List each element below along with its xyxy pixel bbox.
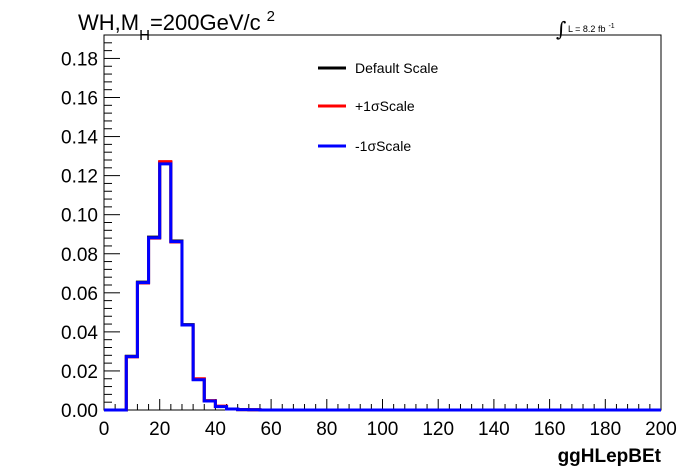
y-tick-label: 0.00 bbox=[61, 401, 98, 422]
y-tick-label: 0.10 bbox=[61, 206, 98, 227]
y-tick-label: 0.16 bbox=[61, 89, 98, 110]
x-tick-label: 140 bbox=[478, 419, 510, 440]
x-tick-label: 120 bbox=[422, 419, 454, 440]
y-tick-label: 0.02 bbox=[61, 362, 98, 383]
y-tick-label: 0.06 bbox=[61, 284, 98, 305]
x-tick-label: 160 bbox=[534, 419, 566, 440]
y-tick-label: 0.12 bbox=[61, 167, 98, 188]
x-axis-label: ggHLepBEt bbox=[558, 446, 662, 467]
y-tick-label: 0.18 bbox=[61, 49, 98, 70]
luminosity-exponent: -1 bbox=[608, 23, 614, 30]
x-tick-label: 180 bbox=[589, 419, 621, 440]
y-tick-label: 0.08 bbox=[61, 245, 98, 266]
x-tick-label: 40 bbox=[205, 419, 226, 440]
x-tick-label: 60 bbox=[261, 419, 282, 440]
legend: Default Scale +1σScale -1σScale bbox=[318, 60, 438, 154]
x-tick-label: 80 bbox=[316, 419, 337, 440]
y-tick-label: 0.14 bbox=[61, 128, 98, 149]
legend-label: +1σScale bbox=[355, 98, 415, 114]
y-tick-label: 0.04 bbox=[61, 323, 98, 344]
x-tick-label: 0 bbox=[99, 419, 110, 440]
x-tick-label: 200 bbox=[645, 419, 677, 440]
series-line-minus-sigma bbox=[104, 162, 661, 412]
tick-labels: 0 20 40 60 80 100 120 140 160 180 200 0.00 0.02 0.04 0… bbox=[61, 49, 677, 440]
series-lines bbox=[104, 160, 661, 412]
x-tick-label: 20 bbox=[149, 419, 170, 440]
title-superscript: 2 bbox=[267, 8, 275, 25]
title-prefix: WH,M bbox=[78, 10, 139, 35]
legend-label: Default Scale bbox=[355, 60, 438, 76]
luminosity-label: L = 8.2 fb -1 bbox=[568, 23, 615, 34]
luminosity-integral: ∫ bbox=[556, 17, 566, 41]
legend-label: -1σScale bbox=[355, 138, 411, 154]
title-main: =200GeV/c bbox=[150, 10, 261, 35]
luminosity-text: L = 8.2 fb bbox=[568, 24, 605, 34]
x-tick-label: 100 bbox=[367, 419, 399, 440]
